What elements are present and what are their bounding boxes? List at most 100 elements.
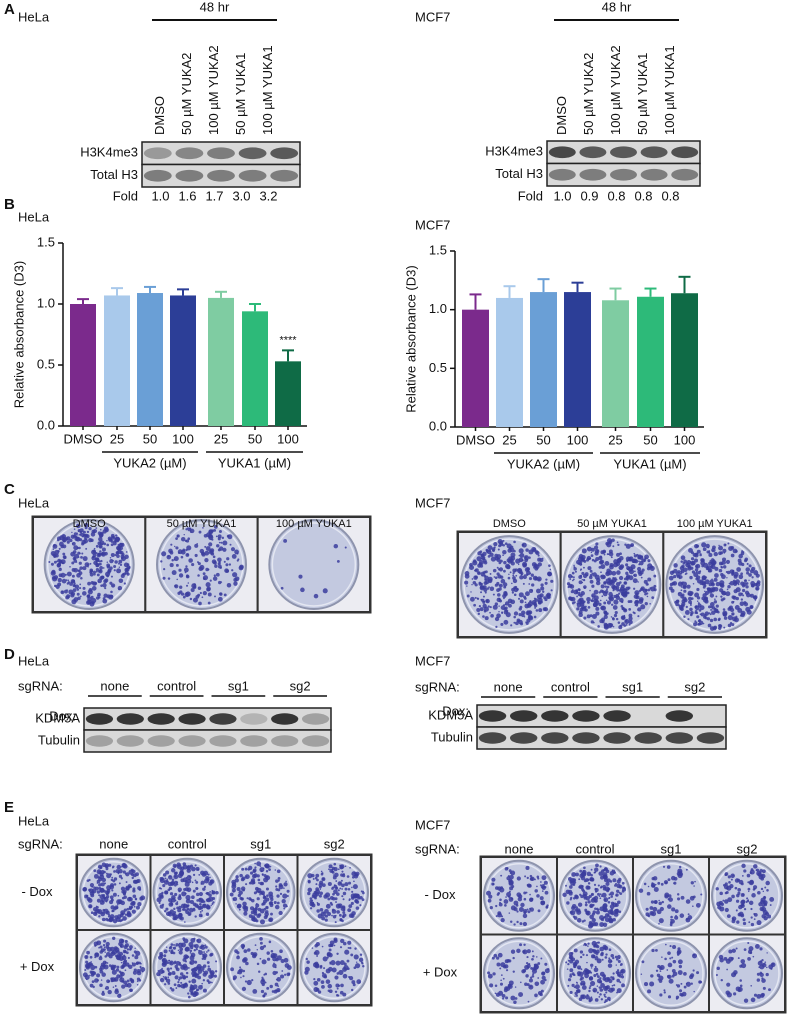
colony (325, 919, 328, 922)
colony (167, 962, 170, 965)
colony (499, 967, 501, 969)
colony (542, 976, 546, 980)
colony (522, 544, 524, 546)
colony (658, 975, 663, 980)
colony (124, 555, 129, 560)
colony (59, 535, 64, 540)
colony (115, 534, 117, 536)
colony (580, 976, 584, 980)
row-label: + Dox (20, 959, 55, 974)
colony (120, 972, 124, 976)
colony (756, 582, 761, 587)
colony (255, 904, 259, 908)
colony (339, 887, 341, 889)
colony (317, 978, 321, 982)
colony (766, 967, 768, 969)
colony (181, 592, 184, 595)
colony (362, 892, 365, 895)
colony (606, 599, 608, 601)
colony (581, 888, 584, 891)
colony (193, 890, 196, 893)
colony (711, 564, 716, 569)
colony (507, 548, 511, 552)
blot-row-label: H3K4me3 (80, 145, 138, 160)
colony (166, 979, 170, 983)
colony (192, 882, 194, 884)
colony (686, 982, 691, 987)
colony (595, 542, 598, 545)
colony (696, 575, 700, 579)
colony (258, 913, 261, 916)
colony (273, 963, 275, 965)
colony (359, 896, 363, 900)
colony (73, 535, 76, 538)
colony (611, 604, 613, 606)
colony (173, 883, 175, 885)
colony (113, 893, 117, 897)
colony (351, 896, 354, 899)
colony (727, 897, 732, 902)
colony (663, 866, 665, 868)
colony (676, 599, 679, 602)
blot-band (207, 147, 235, 159)
colony (638, 563, 640, 565)
colony (753, 956, 755, 958)
cell-line: HeLa (18, 813, 50, 828)
colony (252, 874, 256, 878)
colony (137, 902, 141, 906)
colony (670, 945, 672, 947)
colony (542, 591, 544, 593)
colony (94, 548, 96, 550)
colony (349, 867, 351, 869)
colony (343, 974, 348, 979)
colony (349, 913, 354, 918)
colony (235, 875, 238, 878)
colony (171, 952, 173, 954)
colony (518, 569, 521, 572)
colony (633, 553, 635, 555)
colony (314, 594, 319, 599)
colony (599, 922, 604, 927)
colony (753, 570, 758, 575)
y-axis-label: Relative absorbance (D3) (403, 265, 418, 412)
colony (99, 566, 103, 570)
colony (107, 565, 110, 568)
colony (227, 534, 232, 539)
colony (109, 954, 113, 958)
colony (261, 977, 263, 979)
colony (672, 570, 675, 573)
colony (71, 581, 73, 583)
colony (723, 565, 726, 568)
colony (332, 909, 337, 914)
colony (112, 937, 115, 940)
colony (625, 620, 627, 622)
colony (647, 559, 650, 562)
colony (279, 911, 283, 915)
colony (113, 870, 116, 873)
colony (637, 581, 638, 582)
colony (495, 993, 497, 995)
colony (534, 889, 537, 892)
y-tick-label: 1.5 (429, 242, 447, 257)
colony (617, 988, 622, 993)
colony (250, 872, 253, 875)
colony (251, 915, 255, 919)
colony (485, 599, 488, 602)
colony (191, 968, 194, 971)
colony (139, 979, 142, 982)
colony (544, 598, 547, 601)
blot-band (86, 735, 113, 746)
condition-label: DMSO (493, 518, 526, 530)
colony (622, 887, 624, 889)
colony (329, 948, 332, 951)
colony (565, 961, 567, 963)
colony (85, 538, 87, 540)
colony (681, 602, 685, 606)
colony (626, 544, 631, 549)
colony (602, 893, 607, 898)
colony (732, 949, 736, 953)
colony (574, 916, 578, 920)
colony (190, 900, 194, 904)
colony (600, 564, 605, 569)
